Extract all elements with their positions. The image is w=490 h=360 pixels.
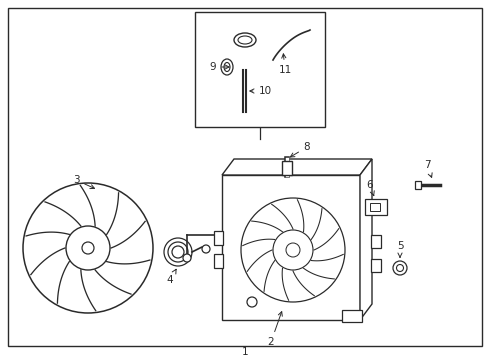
Bar — [342, 310, 362, 322]
Polygon shape — [360, 159, 372, 320]
Bar — [365, 199, 387, 215]
Text: 6: 6 — [367, 180, 374, 195]
Bar — [214, 231, 223, 245]
Bar — [195, 12, 325, 127]
Bar — [282, 161, 292, 175]
Circle shape — [393, 261, 407, 275]
Circle shape — [183, 254, 191, 262]
Circle shape — [241, 198, 345, 302]
Text: 3: 3 — [73, 175, 95, 189]
Circle shape — [247, 297, 257, 307]
Ellipse shape — [238, 36, 252, 44]
Circle shape — [286, 243, 300, 257]
Text: 4: 4 — [167, 269, 176, 285]
Text: 5: 5 — [397, 241, 403, 257]
Circle shape — [202, 245, 210, 253]
Ellipse shape — [221, 59, 233, 75]
Text: 2: 2 — [268, 312, 282, 347]
Text: 1: 1 — [242, 347, 248, 357]
Text: 7: 7 — [424, 160, 432, 177]
Bar — [370, 203, 380, 211]
Bar — [371, 259, 381, 272]
Text: 8: 8 — [290, 142, 310, 157]
Text: 11: 11 — [278, 54, 292, 75]
Bar — [222, 175, 360, 320]
Bar — [371, 235, 381, 248]
Polygon shape — [222, 159, 372, 175]
Text: 10: 10 — [250, 86, 271, 96]
Bar — [214, 254, 223, 268]
Circle shape — [396, 265, 403, 271]
Text: 9: 9 — [210, 62, 229, 72]
Circle shape — [82, 242, 94, 254]
Circle shape — [273, 230, 313, 270]
Ellipse shape — [234, 33, 256, 47]
Circle shape — [23, 183, 153, 313]
Circle shape — [66, 226, 110, 270]
Ellipse shape — [224, 63, 230, 72]
Bar — [415, 181, 421, 189]
